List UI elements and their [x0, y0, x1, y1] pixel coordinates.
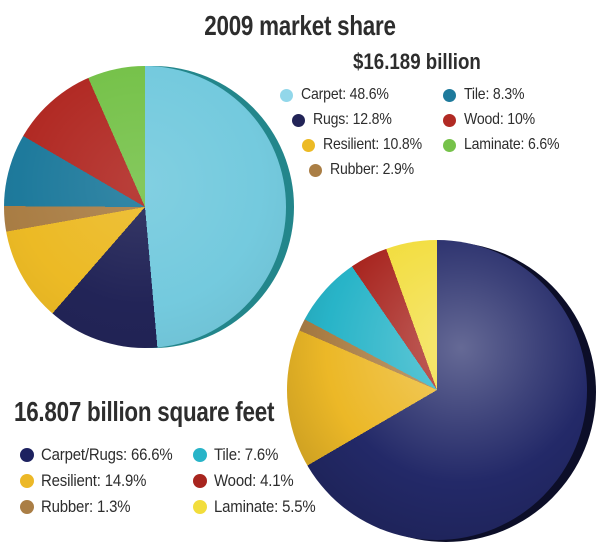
pie2-sheen	[287, 240, 587, 540]
legend-item-wood: Wood: 10%	[443, 111, 545, 129]
legend-item-laminate2: Laminate: 5.5%	[193, 497, 329, 517]
legend-label-tile2: Tile: 7.6%	[214, 445, 279, 464]
legend-label-carpet-rugs: Carpet/Rugs: 66.6%	[41, 445, 173, 464]
legend-swatch-wood2	[193, 474, 207, 488]
legend-item-wood2: Wood: 4.1%	[193, 471, 304, 491]
legend-label-wood: Wood: 10%	[464, 111, 535, 128]
legend-swatch-tile2	[193, 448, 207, 462]
legend-item-tile: Tile: 8.3%	[443, 86, 533, 104]
legend-label-wood2: Wood: 4.1%	[214, 471, 294, 490]
legend-item-laminate: Laminate: 6.6%	[443, 136, 572, 154]
legend-item-carpet: Carpet: 48.6%	[280, 86, 401, 104]
legend-item-resilient2: Resilient: 14.9%	[20, 471, 161, 491]
legend-swatch-wood	[443, 113, 456, 127]
legend-label-laminate2: Laminate: 5.5%	[214, 497, 316, 516]
chart1-title: 2009 market share	[204, 10, 396, 41]
legend-swatch-resilient	[302, 138, 315, 152]
legend-swatch-rubber2	[20, 500, 34, 514]
legend-label-resilient: Resilient: 10.8%	[323, 136, 422, 153]
legend-swatch-tile	[443, 88, 456, 102]
legend-swatch-laminate2	[193, 500, 207, 514]
pie1-disc	[4, 66, 286, 348]
legend-label-tile: Tile: 8.3%	[464, 86, 525, 103]
legend-label-rugs: Rugs: 12.8%	[313, 111, 392, 128]
chart1-subtitle: $16.189 billion	[353, 49, 481, 74]
legend-item-rugs: Rugs: 12.8%	[292, 111, 402, 129]
square-feet-pie	[287, 240, 596, 542]
legend-item-carpet-rugs: Carpet/Rugs: 66.6%	[20, 445, 190, 465]
market-share-pie	[4, 66, 294, 348]
legend-label-rubber: Rubber: 2.9%	[330, 161, 414, 178]
legend-item-tile2: Tile: 7.6%	[193, 445, 287, 465]
legend-label-laminate: Laminate: 6.6%	[464, 136, 560, 153]
legend-swatch-laminate	[443, 138, 456, 152]
pie2-disc	[287, 240, 587, 540]
legend-swatch-rubber	[309, 163, 322, 177]
legend-item-rubber: Rubber: 2.9%	[309, 161, 425, 179]
legend-label-carpet: Carpet: 48.6%	[301, 86, 389, 103]
legend-swatch-carpet	[280, 88, 293, 102]
legend-label-rubber2: Rubber: 1.3%	[41, 497, 131, 516]
legend-label-resilient2: Resilient: 14.9%	[41, 471, 147, 490]
chart2-title: 16.807 billion square feet	[14, 396, 275, 427]
legend-item-resilient: Resilient: 10.8%	[302, 136, 435, 154]
legend-swatch-carpet-rugs	[20, 448, 34, 462]
pie1-sheen	[4, 66, 286, 348]
legend-item-rubber2: Rubber: 1.3%	[20, 497, 143, 517]
legend-swatch-rugs	[292, 113, 305, 127]
legend-swatch-resilient2	[20, 474, 34, 488]
